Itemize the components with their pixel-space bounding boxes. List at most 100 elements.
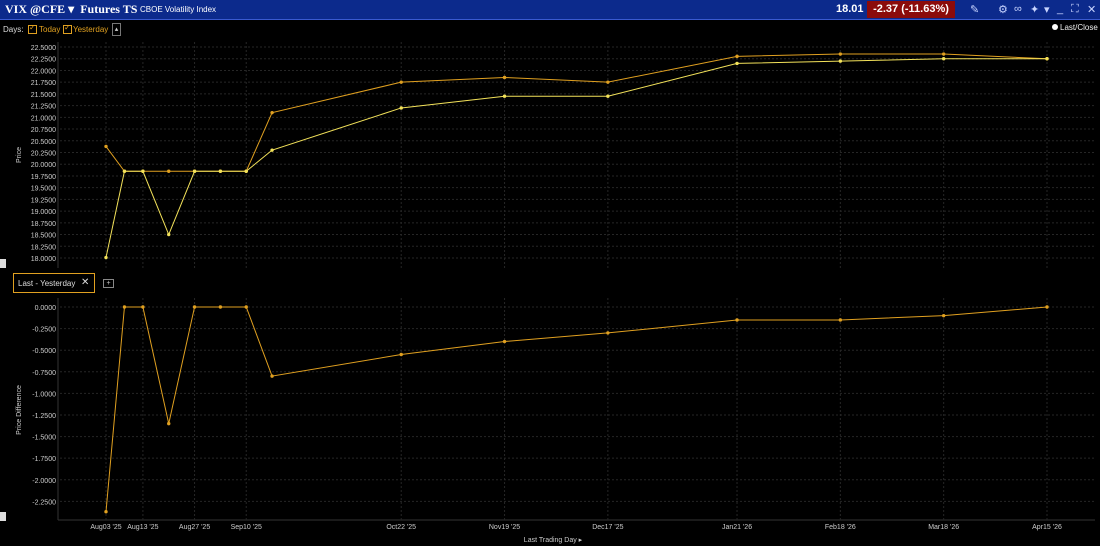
x-tick-label: Jan21 '26 xyxy=(722,524,752,531)
symbol-selector[interactable]: VIX @CFE ▾ Futures TS xyxy=(5,2,137,17)
difference-series-point xyxy=(1045,305,1049,309)
yesterday-series-point xyxy=(104,144,108,149)
axes-labels: 22.5000 22.2500 22.0000 21.7500 21.5000 21.25… xyxy=(16,45,1062,544)
difference-tick-label: -2.2500 xyxy=(32,499,56,506)
wrench-icon[interactable]: ✎ xyxy=(970,4,980,16)
yesterday-series-line xyxy=(105,53,1048,172)
price-tick-label: 19.5000 xyxy=(31,186,56,193)
legend-dot-icon xyxy=(1052,24,1058,30)
difference-tick-label: 0.0000 xyxy=(35,305,57,312)
x-axis-title: Last Trading Day ▸ xyxy=(524,537,583,544)
difference-tick-label: -1.2500 xyxy=(32,413,56,420)
x-tick-label: Aug03 '25 xyxy=(90,524,121,531)
price-tick-label: 21.7500 xyxy=(31,80,56,87)
symbol-text[interactable]: VIX @CFE ▾ xyxy=(5,2,75,16)
price-tick-label: 18.7500 xyxy=(31,221,56,228)
last-price: 18.01 xyxy=(836,3,864,15)
price-tick-label: 19.7500 xyxy=(31,174,56,181)
today-series-point xyxy=(606,94,610,98)
close-tab-icon[interactable]: ✕ xyxy=(81,277,90,288)
price-tick-label: 18.5000 xyxy=(31,233,56,240)
today-series-point xyxy=(399,106,403,110)
today-series-point xyxy=(104,255,108,260)
difference-series-point xyxy=(735,318,739,322)
today-label[interactable]: Today xyxy=(39,25,61,34)
today-series-point xyxy=(735,61,739,66)
today-series-point xyxy=(141,169,145,173)
price-tick-label: 19.2500 xyxy=(31,197,56,204)
menu-chevron-icon[interactable]: ▾ xyxy=(1044,4,1050,16)
price-change-badge: -2.37 (-11.63%) xyxy=(867,1,955,18)
price-tick-label: 21.5000 xyxy=(31,92,56,99)
legend-last-close[interactable]: Last/Close xyxy=(1052,23,1098,32)
difference-series-point xyxy=(270,374,274,378)
price-tick-label: 21.0000 xyxy=(31,115,56,122)
x-tick-label: Apr15 '26 xyxy=(1032,524,1062,531)
panel-lock-icon-lower[interactable] xyxy=(0,512,6,521)
difference-series-point xyxy=(192,305,197,309)
x-tick-label: Oct22 '25 xyxy=(386,524,416,531)
today-series-point xyxy=(218,169,223,173)
difference-series-point xyxy=(244,305,248,309)
today-series-point xyxy=(244,169,248,173)
today-series-point xyxy=(502,94,507,98)
gear-icon[interactable]: ⚙ xyxy=(998,4,1008,16)
today-series-point xyxy=(122,169,127,173)
difference-tick-label: -1.5000 xyxy=(32,435,56,442)
x-tick-label: Nov19 '25 xyxy=(489,524,520,531)
yesterday-checkbox[interactable] xyxy=(63,23,72,34)
instrument-description: CBOE Volatility Index xyxy=(140,5,217,14)
more-days-button[interactable]: ▴ xyxy=(112,23,121,36)
price-tick-label: 20.7500 xyxy=(31,127,56,134)
price-tick-label: 18.0000 xyxy=(31,256,56,263)
difference-axis-title: Price Difference xyxy=(16,385,23,435)
yesterday-series-point xyxy=(167,169,171,173)
minimize-icon[interactable]: _ xyxy=(1057,3,1064,15)
today-series-point xyxy=(167,232,171,237)
window-title: Futures TS xyxy=(80,2,138,16)
today-series-point xyxy=(270,148,274,152)
difference-series-point xyxy=(502,339,507,344)
price-tick-label: 20.0000 xyxy=(31,162,56,169)
difference-tick-label: -0.2500 xyxy=(32,327,56,334)
difference-series-point xyxy=(218,305,223,309)
today-series-point xyxy=(941,57,946,61)
title-bar: VIX @CFE ▾ Futures TS CBOE Volatility In… xyxy=(0,0,1100,20)
difference-tick-label: -0.7500 xyxy=(32,370,56,377)
yesterday-series-point xyxy=(270,110,274,115)
yesterday-series-point xyxy=(735,54,739,59)
days-toolbar: Days: Today Yesterday ▴ xyxy=(0,20,1100,38)
price-tick-label: 21.2500 xyxy=(31,104,56,111)
yesterday-series-point xyxy=(399,80,403,84)
close-icon[interactable]: ✕ xyxy=(1087,4,1097,16)
today-series-point xyxy=(192,169,197,173)
pin-icon[interactable]: ✦ xyxy=(1030,4,1040,16)
maximize-icon[interactable]: ⛶ xyxy=(1071,3,1079,15)
x-tick-label: Dec17 '25 xyxy=(592,524,623,531)
yesterday-series-point xyxy=(838,52,843,56)
price-tick-label: 20.2500 xyxy=(31,151,56,158)
add-tab-button[interactable]: + xyxy=(103,279,114,288)
difference-series xyxy=(104,305,1049,514)
yesterday-series-point xyxy=(941,52,946,56)
days-label: Days: xyxy=(3,25,24,34)
difference-series-point xyxy=(141,305,145,309)
price-series xyxy=(104,52,1049,260)
difference-series-point xyxy=(838,318,843,322)
yesterday-label[interactable]: Yesterday xyxy=(73,25,109,34)
difference-grid xyxy=(57,298,1095,521)
price-tick-label: 22.2500 xyxy=(31,57,56,64)
diff-tab[interactable]: Last - Yesterday ✕ xyxy=(13,273,95,293)
today-series-point xyxy=(838,59,843,63)
link-icon[interactable]: ∞ xyxy=(1014,3,1022,15)
difference-series-point xyxy=(399,352,403,357)
difference-series-point xyxy=(606,331,610,335)
today-series-line xyxy=(105,58,1047,258)
x-tick-label: Aug27 '25 xyxy=(179,524,210,531)
today-checkbox[interactable] xyxy=(28,23,37,34)
panel-lock-icon[interactable] xyxy=(0,259,6,268)
x-tick-label: Sep10 '25 xyxy=(231,524,262,531)
difference-tick-label: -0.5000 xyxy=(32,348,56,355)
x-tick-label: Aug13 '25 xyxy=(127,524,158,531)
